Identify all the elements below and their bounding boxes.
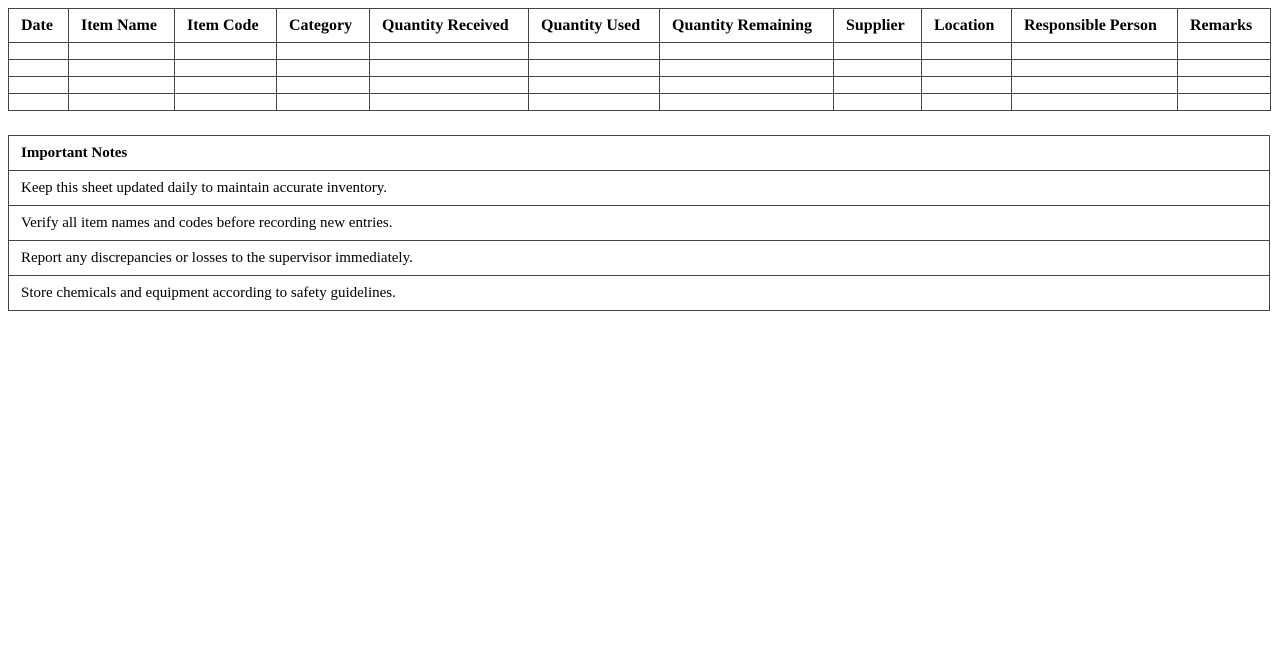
empty-cell xyxy=(1011,76,1178,94)
column-header: Quantity Received xyxy=(369,8,529,43)
note-row: Store chemicals and equipment according … xyxy=(8,275,1270,311)
column-header: Date xyxy=(8,8,69,43)
empty-cell xyxy=(68,76,175,94)
column-header: Item Code xyxy=(174,8,277,43)
empty-cell xyxy=(276,59,370,77)
empty-cell xyxy=(369,42,529,60)
empty-cell xyxy=(833,59,922,77)
note-row: Verify all item names and codes before r… xyxy=(8,205,1270,241)
empty-row xyxy=(8,93,1271,111)
empty-cell xyxy=(369,76,529,94)
empty-cell xyxy=(276,42,370,60)
empty-cell xyxy=(921,42,1012,60)
empty-cell xyxy=(1011,93,1178,111)
empty-row xyxy=(8,76,1271,94)
empty-cell xyxy=(528,42,660,60)
column-header: Location xyxy=(921,8,1012,43)
empty-cell xyxy=(659,93,834,111)
column-header: Quantity Used xyxy=(528,8,660,43)
empty-cell xyxy=(659,59,834,77)
column-header: Supplier xyxy=(833,8,922,43)
inventory-table: Date Item Name Item Code Category Quantity R… xyxy=(8,8,1271,111)
empty-cell xyxy=(1177,59,1271,77)
empty-cell xyxy=(1177,42,1271,60)
empty-cell xyxy=(68,93,175,111)
empty-cell xyxy=(8,42,69,60)
empty-cell xyxy=(1177,93,1271,111)
empty-cell xyxy=(659,42,834,60)
empty-cell xyxy=(174,59,277,77)
column-header: Quantity Remaining xyxy=(659,8,834,43)
empty-cell xyxy=(921,59,1012,77)
note-text: Verify all item names and codes before r… xyxy=(8,205,1270,241)
empty-cell xyxy=(921,76,1012,94)
notes-title: Important Notes xyxy=(8,135,1270,171)
empty-cell xyxy=(833,76,922,94)
notes-title-row: Important Notes xyxy=(8,135,1270,171)
column-header: Responsible Person xyxy=(1011,8,1178,43)
document: Date Item Name Item Code Category Quantity R… xyxy=(8,8,1271,311)
empty-cell xyxy=(833,93,922,111)
empty-cell xyxy=(174,93,277,111)
empty-cell xyxy=(276,76,370,94)
note-row: Keep this sheet updated daily to maintai… xyxy=(8,170,1270,206)
empty-cell xyxy=(659,76,834,94)
column-header: Remarks xyxy=(1177,8,1271,43)
empty-cell xyxy=(528,59,660,77)
empty-cell xyxy=(1011,59,1178,77)
empty-cell xyxy=(174,76,277,94)
empty-row xyxy=(8,42,1271,60)
empty-cell xyxy=(528,76,660,94)
empty-cell xyxy=(8,93,69,111)
empty-cell xyxy=(833,42,922,60)
column-header: Item Name xyxy=(68,8,175,43)
empty-cell xyxy=(68,59,175,77)
empty-cell xyxy=(1177,76,1271,94)
empty-cell xyxy=(8,59,69,77)
empty-cell xyxy=(369,93,529,111)
note-text: Keep this sheet updated daily to maintai… xyxy=(8,170,1270,206)
empty-cell xyxy=(921,93,1012,111)
note-row: Report any discrepancies or losses to th… xyxy=(8,240,1270,276)
empty-cell xyxy=(369,59,529,77)
column-header: Category xyxy=(276,8,370,43)
empty-cell xyxy=(528,93,660,111)
notes-table: Important Notes Keep this sheet updated … xyxy=(8,135,1270,311)
empty-cell xyxy=(68,42,175,60)
empty-cell xyxy=(1011,42,1178,60)
note-text: Store chemicals and equipment according … xyxy=(8,275,1270,311)
empty-cell xyxy=(174,42,277,60)
header-row: Date Item Name Item Code Category Quantity R… xyxy=(8,8,1271,43)
note-text: Report any discrepancies or losses to th… xyxy=(8,240,1270,276)
empty-cell xyxy=(276,93,370,111)
empty-cell xyxy=(8,76,69,94)
empty-row xyxy=(8,59,1271,77)
